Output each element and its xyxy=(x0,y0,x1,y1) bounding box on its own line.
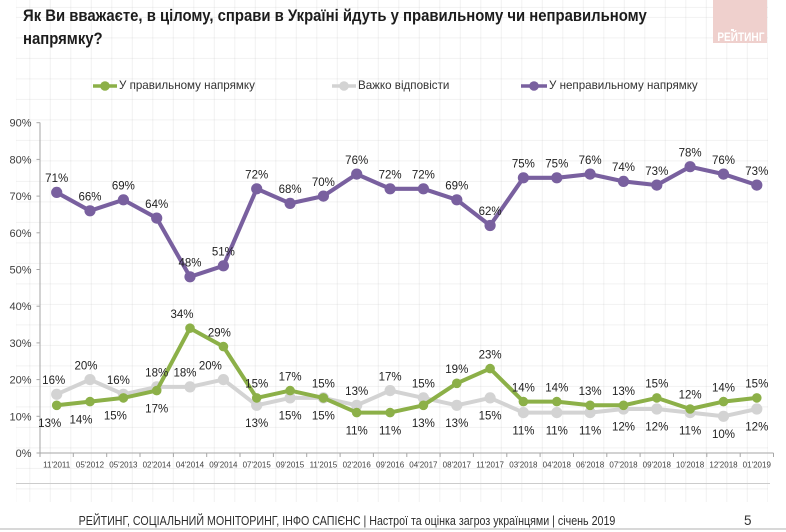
svg-text:20%: 20% xyxy=(9,375,31,387)
svg-text:04'2017: 04'2017 xyxy=(409,461,438,470)
svg-text:14%: 14% xyxy=(512,382,535,394)
svg-text:15%: 15% xyxy=(479,411,502,423)
svg-text:64%: 64% xyxy=(145,199,168,211)
svg-text:12%: 12% xyxy=(645,422,668,434)
svg-text:13%: 13% xyxy=(612,386,635,398)
svg-text:03'2018: 03'2018 xyxy=(509,461,538,470)
svg-text:62%: 62% xyxy=(479,206,502,218)
svg-text:15%: 15% xyxy=(745,379,768,391)
svg-text:16%: 16% xyxy=(42,375,65,387)
svg-text:70%: 70% xyxy=(312,177,335,189)
svg-text:75%: 75% xyxy=(545,158,568,170)
svg-text:05'2012: 05'2012 xyxy=(76,461,105,470)
svg-text:02'2014: 02'2014 xyxy=(143,461,172,470)
svg-text:23%: 23% xyxy=(479,349,502,361)
svg-text:10'2018: 10'2018 xyxy=(676,461,705,470)
svg-text:11%: 11% xyxy=(512,425,534,437)
svg-text:11%: 11% xyxy=(379,425,401,437)
svg-text:15%: 15% xyxy=(279,411,302,423)
svg-text:17%: 17% xyxy=(279,371,302,383)
svg-text:17%: 17% xyxy=(145,403,168,415)
svg-text:18%: 18% xyxy=(145,368,168,380)
svg-text:78%: 78% xyxy=(679,147,702,159)
svg-text:09'2016: 09'2016 xyxy=(376,461,405,470)
svg-text:51%: 51% xyxy=(212,247,235,259)
svg-text:74%: 74% xyxy=(612,162,635,174)
svg-text:17%: 17% xyxy=(379,371,402,383)
svg-text:04'2014: 04'2014 xyxy=(176,461,205,470)
svg-text:01'2019: 01'2019 xyxy=(743,461,772,470)
svg-text:10%: 10% xyxy=(712,429,735,441)
svg-text:30%: 30% xyxy=(9,338,31,350)
svg-text:09'2015: 09'2015 xyxy=(276,461,305,470)
svg-text:11%: 11% xyxy=(546,425,568,437)
svg-text:70%: 70% xyxy=(9,191,31,203)
svg-text:11'2015: 11'2015 xyxy=(310,461,338,470)
svg-text:69%: 69% xyxy=(445,181,468,193)
svg-text:15%: 15% xyxy=(312,411,335,423)
svg-text:09'2014: 09'2014 xyxy=(209,461,238,470)
svg-text:76%: 76% xyxy=(579,155,602,167)
svg-text:18%: 18% xyxy=(173,368,196,380)
svg-text:15%: 15% xyxy=(645,379,668,391)
svg-text:34%: 34% xyxy=(170,309,193,321)
svg-text:80%: 80% xyxy=(9,154,31,166)
svg-text:06'2018: 06'2018 xyxy=(576,461,605,470)
svg-text:76%: 76% xyxy=(712,155,735,167)
svg-text:19%: 19% xyxy=(445,364,468,376)
svg-text:48%: 48% xyxy=(178,258,201,270)
svg-text:68%: 68% xyxy=(279,184,302,196)
svg-text:13%: 13% xyxy=(412,418,435,430)
svg-text:90%: 90% xyxy=(9,118,31,130)
svg-text:76%: 76% xyxy=(345,155,368,167)
svg-text:72%: 72% xyxy=(412,170,435,182)
svg-text:12%: 12% xyxy=(679,390,702,402)
svg-text:12'2018: 12'2018 xyxy=(709,461,738,470)
svg-text:09'2018: 09'2018 xyxy=(643,461,672,470)
svg-text:07'2018: 07'2018 xyxy=(609,461,638,470)
svg-text:14%: 14% xyxy=(545,382,568,394)
svg-text:10%: 10% xyxy=(9,411,31,423)
svg-text:08'2017: 08'2017 xyxy=(443,461,472,470)
svg-text:69%: 69% xyxy=(112,181,135,193)
svg-text:11%: 11% xyxy=(579,425,601,437)
svg-text:72%: 72% xyxy=(379,170,402,182)
svg-text:12%: 12% xyxy=(745,422,768,434)
svg-text:0%: 0% xyxy=(16,448,32,460)
svg-text:02'2016: 02'2016 xyxy=(343,461,372,470)
svg-text:11'2011: 11'2011 xyxy=(43,461,71,470)
svg-text:12%: 12% xyxy=(612,422,635,434)
svg-text:20%: 20% xyxy=(199,360,222,372)
svg-text:13%: 13% xyxy=(579,386,602,398)
svg-text:60%: 60% xyxy=(9,228,31,240)
svg-text:75%: 75% xyxy=(512,158,535,170)
svg-text:66%: 66% xyxy=(78,192,101,204)
svg-text:13%: 13% xyxy=(38,418,61,430)
svg-text:40%: 40% xyxy=(9,301,31,313)
svg-text:15%: 15% xyxy=(412,379,435,391)
svg-text:73%: 73% xyxy=(645,166,668,178)
svg-text:11%: 11% xyxy=(346,425,368,437)
svg-text:20%: 20% xyxy=(74,360,97,372)
svg-text:15%: 15% xyxy=(104,411,127,423)
svg-text:13%: 13% xyxy=(345,386,368,398)
svg-text:71%: 71% xyxy=(45,173,68,185)
svg-text:13%: 13% xyxy=(445,418,468,430)
svg-text:15%: 15% xyxy=(312,379,335,391)
svg-text:04'2018: 04'2018 xyxy=(543,461,572,470)
svg-text:29%: 29% xyxy=(208,327,231,339)
svg-text:05'2013: 05'2013 xyxy=(109,461,138,470)
svg-text:73%: 73% xyxy=(745,166,768,178)
svg-text:13%: 13% xyxy=(245,418,268,430)
svg-text:11'2017: 11'2017 xyxy=(476,461,504,470)
svg-text:16%: 16% xyxy=(107,375,130,387)
svg-text:07'2015: 07'2015 xyxy=(243,461,272,470)
svg-text:15%: 15% xyxy=(245,379,268,391)
svg-text:11%: 11% xyxy=(679,425,701,437)
svg-text:14%: 14% xyxy=(712,382,735,394)
svg-text:50%: 50% xyxy=(9,265,31,277)
svg-text:72%: 72% xyxy=(245,170,268,182)
svg-text:14%: 14% xyxy=(69,414,92,426)
